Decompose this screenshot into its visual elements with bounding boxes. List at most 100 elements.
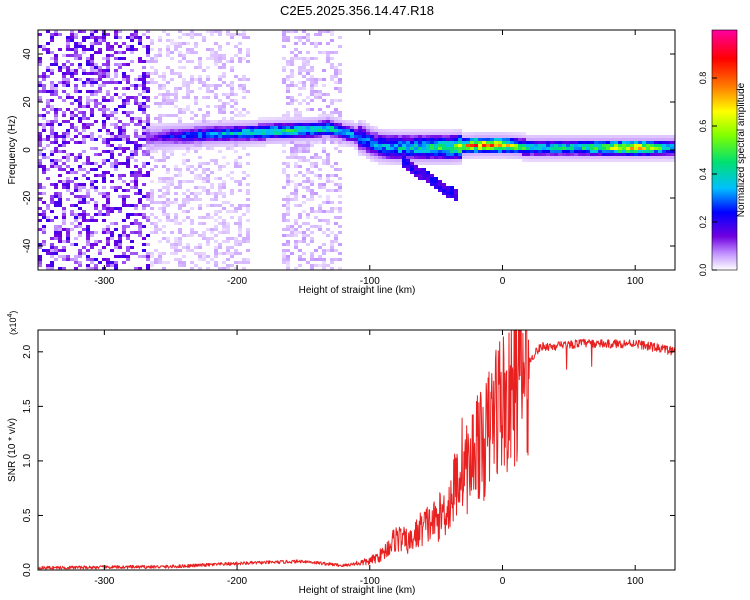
heatmap-cell [186, 135, 190, 138]
heatmap-cell [250, 132, 254, 135]
heatmap-cell [574, 159, 578, 162]
heatmap-cell [530, 150, 534, 153]
heatmap-cell [374, 126, 378, 129]
heatmap-cell [350, 135, 354, 138]
heatmap-cell [198, 129, 202, 132]
heatmap-cell [466, 147, 470, 150]
heatmap-cell [510, 147, 514, 150]
heatmap-cell [486, 147, 490, 150]
heatmap-cell [210, 159, 214, 162]
heatmap-cell [298, 72, 302, 75]
heatmap-cell [102, 114, 106, 117]
heatmap-cell [238, 261, 242, 264]
heatmap-cell [322, 183, 326, 186]
heatmap-cell [142, 111, 146, 114]
heatmap-cell [206, 30, 210, 33]
heatmap-cell [254, 144, 258, 147]
heatmap-cell [106, 132, 110, 135]
heatmap-cell [378, 150, 382, 153]
heatmap-cell [330, 246, 334, 249]
heatmap-cell [234, 45, 238, 48]
heatmap-cell [310, 87, 314, 90]
heatmap-cell [202, 36, 206, 39]
heatmap-cell [150, 192, 154, 195]
heatmap-cell [170, 39, 174, 42]
heatmap-cell [298, 102, 302, 105]
heatmap-cell [470, 138, 474, 141]
heatmap-cell [298, 57, 302, 60]
heatmap-cell [218, 105, 222, 108]
heatmap-cell [558, 153, 562, 156]
heatmap-cell [342, 126, 346, 129]
heatmap-cell [122, 87, 126, 90]
heatmap-cell [158, 177, 162, 180]
heatmap-cell [154, 102, 158, 105]
heatmap-cell [106, 171, 110, 174]
heatmap-cell [306, 57, 310, 60]
heatmap-cell [234, 222, 238, 225]
heatmap-cell [294, 36, 298, 39]
heatmap-cell [306, 243, 310, 246]
heatmap-cell [90, 267, 94, 270]
heatmap-cell [50, 99, 54, 102]
heatmap-cell [110, 237, 114, 240]
heatmap-cell [234, 135, 238, 138]
heatmap-cell [574, 153, 578, 156]
heatmap-cell [182, 66, 186, 69]
heatmap-cell [50, 81, 54, 84]
heatmap-cell [278, 129, 282, 132]
heatmap-cell [426, 129, 430, 132]
heatmap-cell [230, 138, 234, 141]
heatmap-cell [658, 153, 662, 156]
heatmap-cell [122, 138, 126, 141]
heatmap-cell [46, 135, 50, 138]
heatmap-cell [194, 231, 198, 234]
heatmap-cell [106, 57, 110, 60]
heatmap-cell [82, 138, 86, 141]
heatmap-cell [434, 132, 438, 135]
heatmap-cell [106, 141, 110, 144]
heatmap-cell [326, 51, 330, 54]
heatmap-cell [370, 141, 374, 144]
heatmap-cell [58, 159, 62, 162]
heatmap-cell [314, 258, 318, 261]
heatmap-cell [626, 147, 630, 150]
heatmap-cell [146, 195, 150, 198]
heatmap-cell [330, 138, 334, 141]
heatmap-cell [226, 144, 230, 147]
heatmap-cell [198, 207, 202, 210]
heatmap-cell [602, 159, 606, 162]
heatmap-cell [154, 150, 158, 153]
heatmap-cell [478, 132, 482, 135]
colorbar-tick-label: 0.8 [698, 72, 708, 85]
heatmap-cell [58, 180, 62, 183]
heatmap-cell [86, 36, 90, 39]
heatmap-cell [594, 135, 598, 138]
heatmap-cell [398, 144, 402, 147]
heatmap-cell [78, 195, 82, 198]
heatmap-cell [150, 39, 154, 42]
heatmap-cell [354, 144, 358, 147]
heatmap-cell [106, 66, 110, 69]
heatmap-cell [134, 183, 138, 186]
heatmap-cell [130, 111, 134, 114]
heatmap-cell [502, 141, 506, 144]
heatmap-cell [150, 60, 154, 63]
heatmap-cell [202, 177, 206, 180]
heatmap-cell [238, 114, 242, 117]
heatmap-cell [98, 240, 102, 243]
heatmap-cell [310, 183, 314, 186]
heatmap-cell [158, 147, 162, 150]
heatmap-cell [562, 153, 566, 156]
heatmap-cell [150, 126, 154, 129]
heatmap-cell [318, 228, 322, 231]
heatmap-cell [526, 135, 530, 138]
heatmap-cell [46, 138, 50, 141]
heatmap-cell [222, 141, 226, 144]
heatmap-cell [598, 138, 602, 141]
heatmap-cell [394, 132, 398, 135]
heatmap-cell [594, 147, 598, 150]
heatmap-cell [498, 147, 502, 150]
heatmap-cell [230, 33, 234, 36]
heatmap-cell [178, 132, 182, 135]
